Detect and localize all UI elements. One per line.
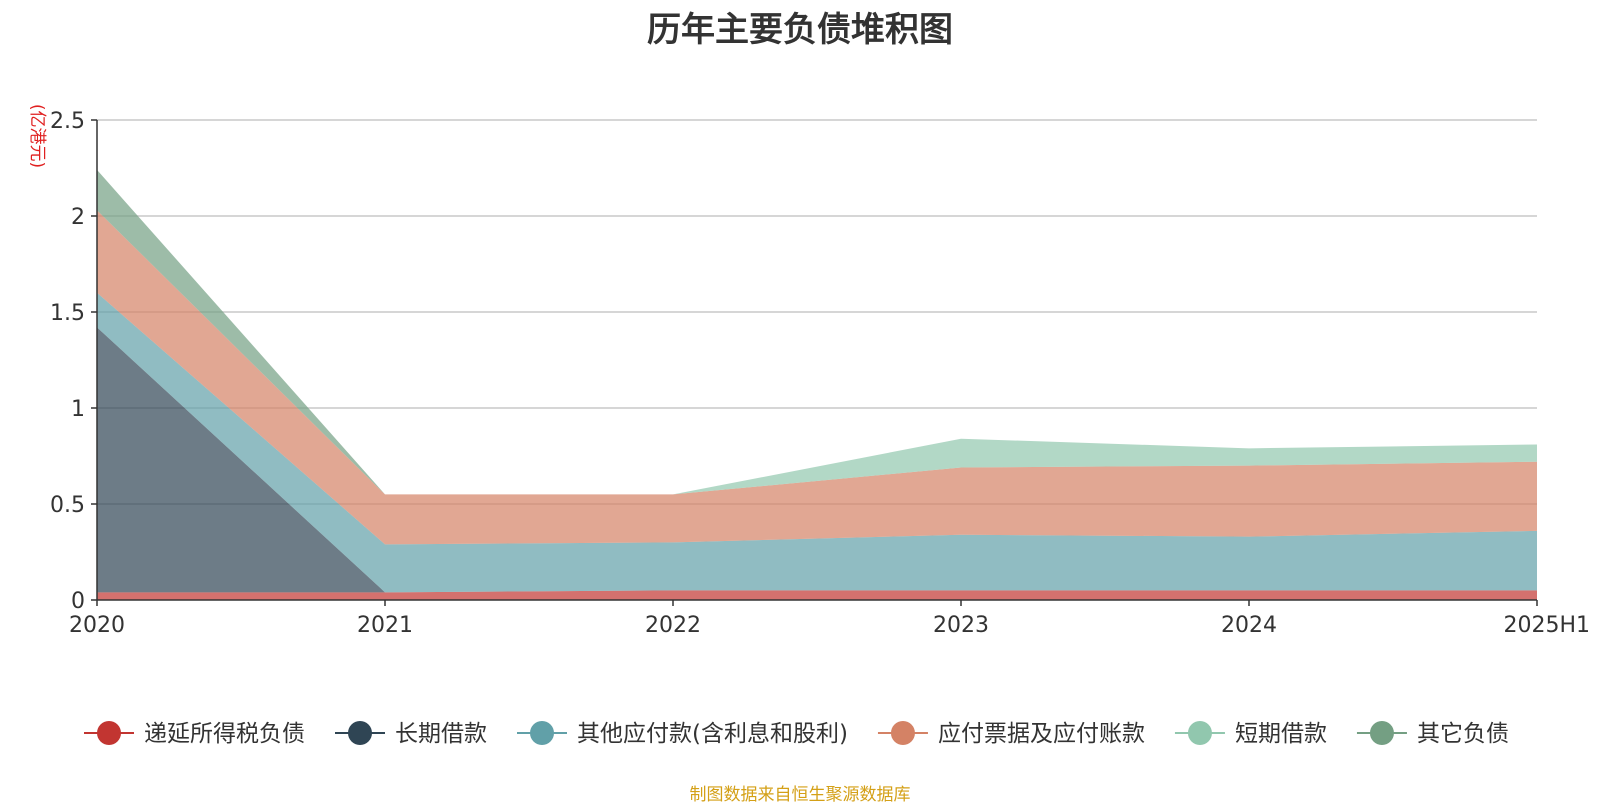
area-series xyxy=(97,169,1537,600)
legend-marker xyxy=(890,721,915,745)
x-tick-label: 2022 xyxy=(645,613,701,638)
legend-item[interactable]: 其它负债 xyxy=(1356,721,1509,747)
x-tick-label: 2020 xyxy=(69,613,125,638)
legend-label: 短期借款 xyxy=(1235,721,1327,747)
legend-marker xyxy=(97,721,121,745)
y-tick-label: 1 xyxy=(71,397,85,422)
y-tick-label: 1.5 xyxy=(50,301,85,326)
legend-label: 长期借款 xyxy=(395,721,487,747)
legend-item[interactable]: 短期借款 xyxy=(1174,721,1327,747)
chart-title: 历年主要负债堆积图 xyxy=(647,10,953,50)
legend-label: 应付票据及应付账款 xyxy=(938,721,1145,747)
y-tick-label: 2 xyxy=(71,205,85,230)
area-series-2[interactable] xyxy=(97,292,1537,593)
area-series-1[interactable] xyxy=(97,327,1537,593)
x-tick-label: 2025H1 xyxy=(1503,613,1590,638)
legend-item[interactable]: 递延所得税负债 xyxy=(84,721,305,747)
y-tick-label: 2.5 xyxy=(50,109,85,134)
legend-label: 其它负债 xyxy=(1417,721,1509,747)
axes: 0 0.5 1 1.5 2 2.5 2020 2021 2022 2023 2024 2025H1 xyxy=(50,109,1590,638)
legend-marker xyxy=(1187,721,1212,745)
legend-marker xyxy=(348,721,372,745)
legend-marker xyxy=(1369,721,1394,745)
legend[interactable]: 递延所得税负债 长期借款 其他应付款(含利息和股利) 应付票据及应付账款 短期借款 其它负… xyxy=(84,721,1509,747)
area-series-0[interactable] xyxy=(97,590,1537,600)
x-tick-label: 2021 xyxy=(357,613,413,638)
legend-item[interactable]: 其他应付款(含利息和股利) xyxy=(517,721,848,747)
legend-marker xyxy=(530,721,554,745)
y-tick-label: 0 xyxy=(71,589,85,614)
legend-label: 其他应付款(含利息和股利) xyxy=(577,721,848,747)
legend-item[interactable]: 长期借款 xyxy=(335,721,487,747)
legend-item[interactable]: 应付票据及应付账款 xyxy=(877,721,1145,747)
y-axis-unit-label: (亿港元) xyxy=(27,104,47,168)
legend-label: 递延所得税负债 xyxy=(144,721,305,747)
y-tick-label: 0.5 xyxy=(50,493,85,518)
area-series-3[interactable] xyxy=(97,210,1537,545)
x-tick-label: 2023 xyxy=(933,613,989,638)
source-note: 制图数据来自恒生聚源数据库 xyxy=(689,785,911,805)
x-tick-label: 2024 xyxy=(1221,613,1277,638)
